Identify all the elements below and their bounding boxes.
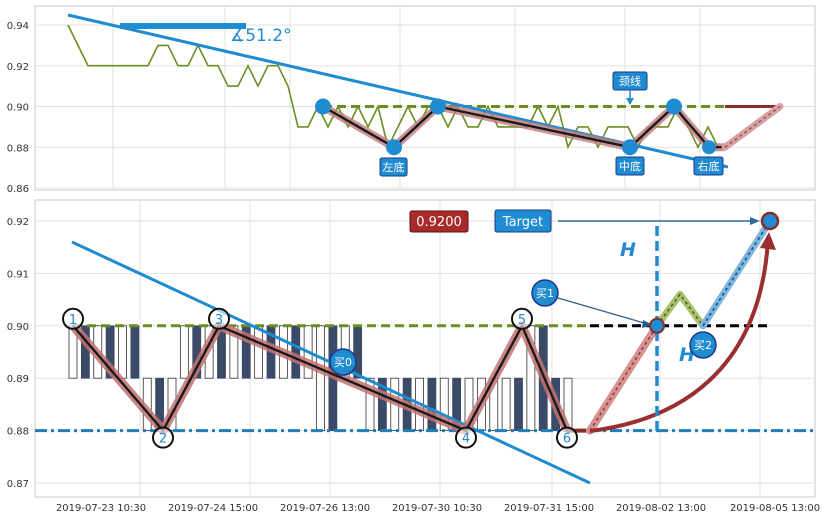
candle-body bbox=[514, 377, 523, 432]
candle-body bbox=[105, 325, 115, 379]
top-pattern-point bbox=[622, 139, 638, 156]
bottom-y-tick-label: 0.92 bbox=[7, 217, 29, 228]
candle-body bbox=[316, 325, 325, 431]
pattern-point-marker bbox=[511, 307, 533, 330]
x-tick-label: 2019-07-23 10:30 bbox=[56, 503, 146, 514]
neckline-tag-label: 颈线 bbox=[619, 74, 641, 88]
top-y-tick-label: 0.92 bbox=[7, 62, 29, 73]
candle-body bbox=[291, 325, 301, 379]
buy1-marker bbox=[531, 279, 559, 307]
pattern-point-number: 2 bbox=[159, 432, 167, 447]
top-pattern-point bbox=[386, 139, 402, 156]
bottom-y-tick-label: 0.87 bbox=[7, 479, 29, 490]
candle-body bbox=[80, 325, 90, 379]
left-bottom-tag-label: 左底 bbox=[383, 160, 405, 174]
right-bottom-tag-box bbox=[693, 156, 724, 176]
candle-body bbox=[179, 325, 189, 379]
pattern-point-number: 1 bbox=[69, 313, 77, 328]
buy1-pointer bbox=[557, 297, 652, 326]
projection-target-line bbox=[702, 220, 771, 327]
buy1-marker-label: 买1 bbox=[536, 287, 554, 300]
bottom-pattern-line bbox=[72, 324, 569, 432]
bottom-y-tick-label: 0.91 bbox=[7, 269, 29, 280]
pattern-point-number: 3 bbox=[215, 313, 223, 328]
right-bottom-tag-label: 右底 bbox=[698, 159, 720, 173]
bottom-y-tick-label: 0.89 bbox=[7, 374, 29, 385]
bottom-y-tick-label: 0.88 bbox=[7, 427, 29, 438]
mid-bottom-tag-label: 中底 bbox=[619, 159, 641, 173]
x-tick-label: 2019-07-31 15:00 bbox=[504, 503, 594, 514]
top-y-tick-label: 0.94 bbox=[7, 21, 29, 32]
x-tick-label: 2019-07-24 15:00 bbox=[168, 503, 258, 514]
buy2-marker bbox=[689, 331, 717, 359]
target-curve-arrowhead bbox=[760, 232, 776, 250]
target-box-label: Target bbox=[502, 215, 543, 230]
candle-body bbox=[254, 325, 264, 379]
pattern-point-marker bbox=[208, 307, 230, 330]
top-y-tick-label: 0.90 bbox=[7, 103, 29, 114]
pattern-point-marker bbox=[152, 426, 174, 449]
candle-body bbox=[526, 325, 536, 431]
bottom-y-tick-label: 0.90 bbox=[7, 322, 29, 333]
top-pattern-point bbox=[315, 98, 331, 115]
mid-bottom-tag-box bbox=[615, 156, 645, 176]
top-price-line bbox=[67, 24, 728, 150]
top-angle-label: ∡51.2° bbox=[230, 26, 292, 46]
target-point bbox=[760, 211, 780, 231]
top-y-tick-label: 0.88 bbox=[7, 143, 29, 154]
buy2-marker-label: 买2 bbox=[694, 339, 712, 352]
pattern-point-number: 4 bbox=[462, 432, 470, 447]
breakout-point bbox=[649, 317, 665, 334]
price-box-label: 0.9200 bbox=[416, 215, 462, 230]
top-y-tick-label: 0.86 bbox=[7, 184, 29, 195]
candle-body bbox=[501, 377, 511, 432]
height-label-h: H bbox=[620, 239, 636, 261]
candle-body bbox=[130, 325, 140, 379]
candle-body bbox=[118, 325, 127, 379]
x-tick-label: 2019-07-30 10:30 bbox=[392, 503, 482, 514]
x-tick-label: 2019-07-26 13:00 bbox=[280, 503, 370, 514]
x-tick-label: 2019-08-02 13:00 bbox=[616, 503, 706, 514]
buy0-marker-label: 买0 bbox=[334, 356, 352, 369]
candle-body bbox=[427, 377, 437, 432]
top-pattern-point bbox=[430, 98, 446, 115]
projection-breakout-line bbox=[589, 325, 658, 432]
buy0-marker bbox=[329, 348, 357, 376]
projection-pullback-line bbox=[656, 293, 704, 327]
pattern-point-marker bbox=[455, 426, 477, 449]
pattern-point-marker bbox=[62, 307, 84, 330]
top-projection-shadow bbox=[721, 103, 784, 151]
candle-body bbox=[365, 377, 375, 432]
left-bottom-tag-box bbox=[379, 157, 408, 177]
buy1-pointer-head bbox=[642, 320, 653, 328]
candle-body bbox=[353, 325, 363, 379]
pattern-point-number: 6 bbox=[563, 432, 571, 447]
pattern-point-marker bbox=[556, 426, 578, 449]
x-tick-label: 2019-08-05 13:00 bbox=[730, 503, 820, 514]
price-box bbox=[409, 210, 469, 233]
pattern-point-number: 5 bbox=[518, 313, 526, 328]
target-curve-arrow bbox=[589, 239, 770, 433]
target-pointer-head bbox=[750, 217, 760, 225]
top-pattern-point bbox=[666, 98, 682, 115]
top-pattern-point bbox=[702, 140, 716, 155]
neckline-tag-arrowhead bbox=[626, 98, 634, 105]
target-box bbox=[494, 209, 552, 233]
